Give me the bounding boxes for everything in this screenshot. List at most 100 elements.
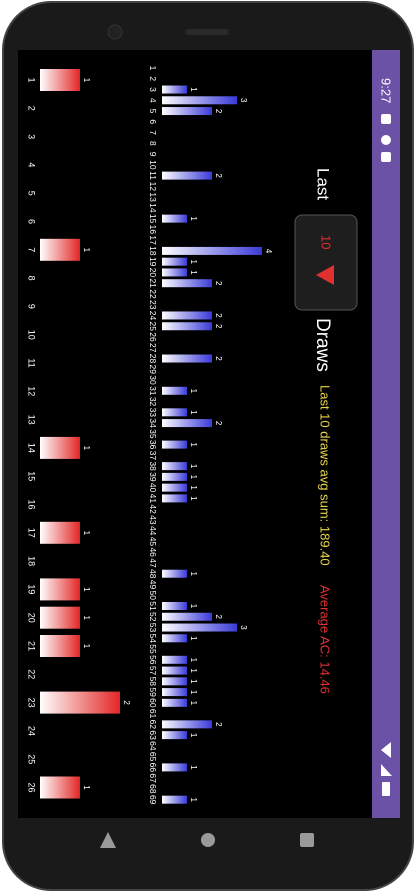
category-label: 40 xyxy=(148,483,158,493)
dropdown-arrow[interactable] xyxy=(316,265,334,285)
category-label: 26 xyxy=(27,782,37,792)
category-label: 12 xyxy=(148,182,158,192)
category-label: 57 xyxy=(148,666,158,676)
avg-sum: Last 10 draws avg sum: 189.40 xyxy=(318,385,333,566)
category-label: 58 xyxy=(148,677,158,687)
category-label: 26 xyxy=(148,332,158,342)
bar xyxy=(40,238,80,261)
category-label: 9 xyxy=(148,152,158,157)
bar xyxy=(162,171,212,180)
bar xyxy=(162,257,187,266)
category-label: 15 xyxy=(148,214,158,224)
category-label: 19 xyxy=(148,257,158,267)
category-label: 52 xyxy=(148,612,158,622)
category-label: 11 xyxy=(27,358,37,367)
category-label: 15 xyxy=(27,471,37,481)
speaker xyxy=(185,29,229,35)
bar xyxy=(40,436,80,459)
bar xyxy=(162,96,237,105)
bar xyxy=(162,483,187,492)
category-label: 14 xyxy=(27,443,37,453)
value-label: 1 xyxy=(189,668,198,673)
bar xyxy=(162,634,187,643)
status-icon xyxy=(381,135,391,145)
category-label: 3 xyxy=(148,87,158,92)
value-label: 1 xyxy=(189,475,198,480)
category-label: 16 xyxy=(27,499,37,509)
wifi-icon xyxy=(381,742,391,758)
category-label: 8 xyxy=(148,141,158,146)
signal-icon xyxy=(381,764,392,776)
bar xyxy=(162,322,212,331)
category-label: 19 xyxy=(27,584,37,594)
category-label: 33 xyxy=(148,408,158,418)
category-label: 20 xyxy=(148,268,158,278)
value-label: 3 xyxy=(239,98,248,103)
bar xyxy=(162,731,187,740)
category-label: 37 xyxy=(148,451,158,461)
category-label: 61 xyxy=(148,709,158,719)
category-label: 21 xyxy=(27,641,37,651)
value-label: 3 xyxy=(239,625,248,630)
category-label: 63 xyxy=(148,730,158,740)
value-label: 1 xyxy=(82,587,91,592)
category-label: 6 xyxy=(27,219,37,224)
category-label: 55 xyxy=(148,644,158,654)
category-label: 2 xyxy=(148,76,158,81)
bar xyxy=(162,655,187,664)
category-label: 43 xyxy=(148,515,158,525)
value-label: 1 xyxy=(189,604,198,609)
category-label: 41 xyxy=(148,494,158,504)
category-label: 31 xyxy=(148,386,158,396)
bar xyxy=(162,494,187,503)
value-label: 1 xyxy=(189,701,198,706)
nav-back[interactable] xyxy=(100,832,116,848)
bar xyxy=(162,386,187,395)
value-label: 2 xyxy=(214,313,223,318)
bar xyxy=(162,795,187,804)
value-label: 2 xyxy=(214,421,223,426)
nav-home[interactable] xyxy=(201,833,215,847)
category-label: 13 xyxy=(27,415,37,425)
category-label: 60 xyxy=(148,698,158,708)
category-label: 14 xyxy=(148,203,158,213)
category-label: 47 xyxy=(148,558,158,568)
value-label: 2 xyxy=(214,356,223,361)
battery-icon xyxy=(382,782,390,796)
value-label: 2 xyxy=(122,700,131,705)
nav-recents[interactable] xyxy=(300,833,314,847)
category-label: 4 xyxy=(27,162,37,167)
category-label: 18 xyxy=(27,556,37,566)
status-icon xyxy=(381,114,391,124)
category-label: 11 xyxy=(148,171,158,180)
average-ac: Average AC: 14.46 xyxy=(318,585,333,694)
bar xyxy=(162,763,187,772)
category-label: 9 xyxy=(27,304,37,309)
bar xyxy=(162,472,187,481)
category-label: 8 xyxy=(27,276,37,281)
category-label: 2 xyxy=(27,106,37,111)
bar xyxy=(40,578,80,601)
value-label: 2 xyxy=(214,281,223,286)
category-label: 54 xyxy=(148,634,158,644)
bar xyxy=(162,408,187,417)
category-label: 59 xyxy=(148,687,158,697)
category-label: 4 xyxy=(148,98,158,103)
category-label: 20 xyxy=(27,613,37,623)
category-label: 28 xyxy=(148,354,158,364)
category-label: 10 xyxy=(27,330,37,340)
draws-select[interactable] xyxy=(294,214,358,311)
category-label: 67 xyxy=(148,773,158,783)
category-label: 17 xyxy=(148,235,158,245)
bar xyxy=(162,602,187,610)
category-label: 12 xyxy=(27,386,37,396)
value-label: 1 xyxy=(189,496,198,501)
category-label: 10 xyxy=(148,160,158,170)
bar xyxy=(162,569,187,578)
last-label: Last xyxy=(314,168,333,200)
bar xyxy=(162,666,187,675)
value-label: 1 xyxy=(189,464,198,469)
category-label: 35 xyxy=(148,429,158,439)
status-icon xyxy=(381,152,391,162)
